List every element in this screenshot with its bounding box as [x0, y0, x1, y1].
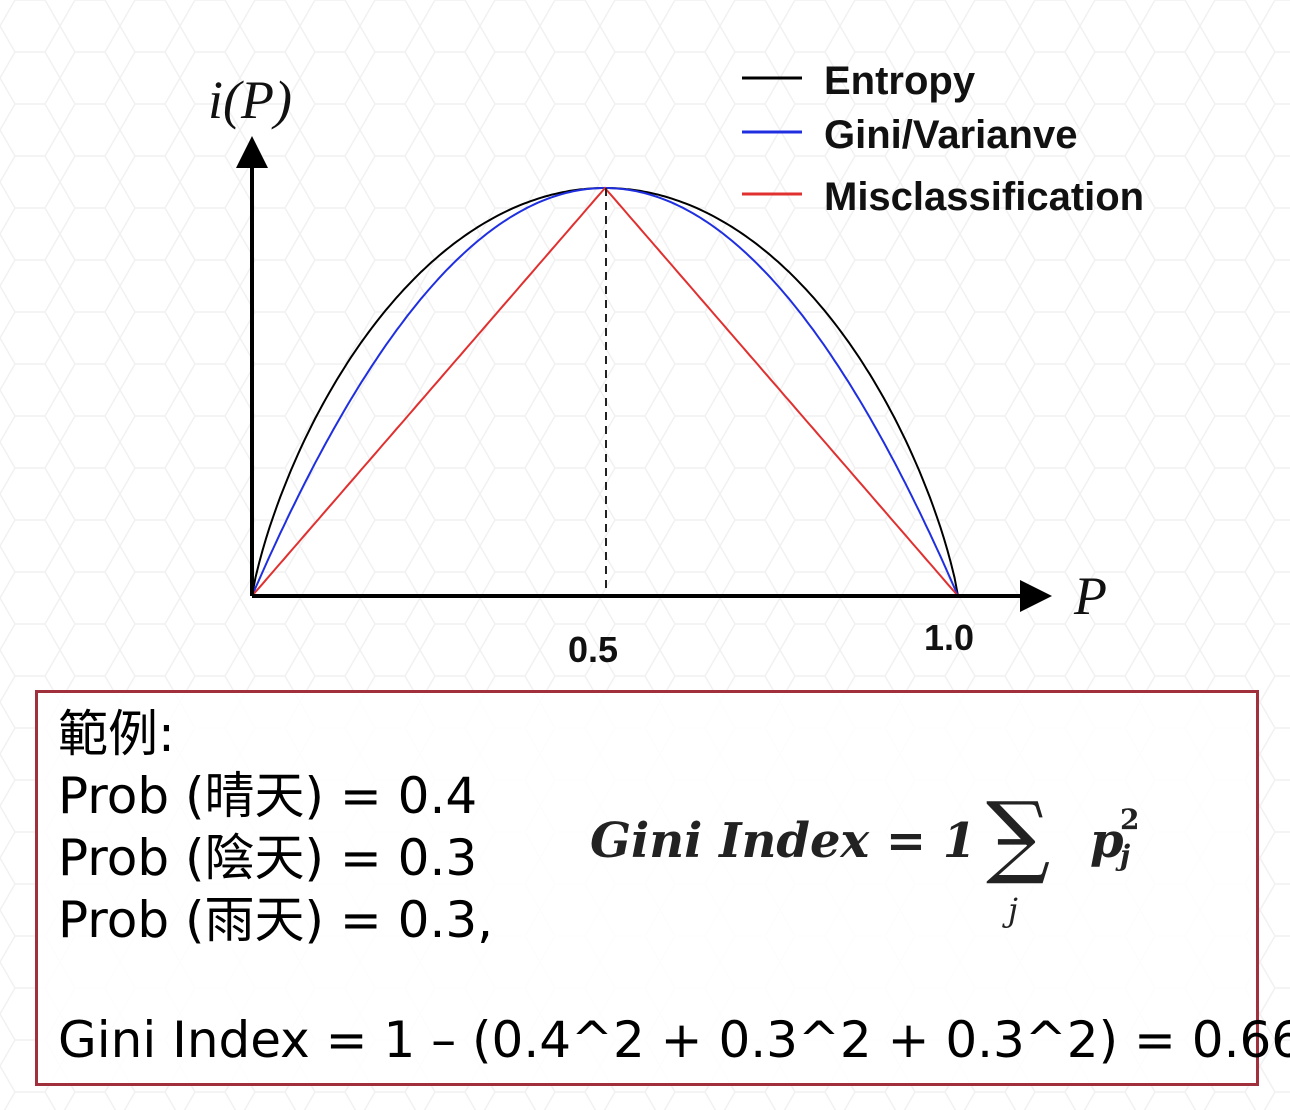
example-line-sunny: Prob (晴天) = 0.4 [58, 767, 478, 825]
gini-result: Gini Index = 1 – (0.4^2 + 0.3^2 + 0.3^2)… [58, 1011, 1290, 1069]
legend-label-gini: Gini/Varianve [824, 113, 1077, 157]
x-tick-label-1: 1.0 [924, 617, 974, 658]
example-heading: 範例: [58, 705, 175, 763]
y-axis-label: i(P) [208, 70, 292, 130]
formula-term-subscript: j [1120, 839, 1131, 872]
example-line-rainy: Prob (雨天) = 0.3, [58, 891, 494, 949]
formula-exponent: 2 [1120, 803, 1140, 836]
summation-index: j [1008, 891, 1018, 929]
example-text-block: 範例: Prob (晴天) = 0.4 Prob (陰天) = 0.3 Prob… [58, 703, 493, 951]
example-line-cloudy: Prob (陰天) = 0.3 [58, 829, 478, 887]
legend: Entropy Gini/Varianve Misclassification [742, 59, 1144, 219]
x-axis-arrow [1020, 580, 1052, 612]
impurity-chart: i(P) P 0.5 1.0 Entropy Gini/Varianve Mis… [208, 59, 1144, 670]
legend-label-misclassification: Misclassification [824, 175, 1144, 219]
formula-term: p [1090, 813, 1124, 869]
example-box: 範例: Prob (晴天) = 0.4 Prob (陰天) = 0.3 Prob… [35, 690, 1290, 1086]
summation-symbol: ∑ [986, 783, 1051, 888]
legend-label-entropy: Entropy [824, 59, 976, 103]
y-axis-arrow [236, 136, 268, 168]
x-axis-label: P [1073, 566, 1107, 626]
gini-formula: Gini Index = 1 − ∑ j p 2 j [590, 783, 1190, 943]
x-tick-label-0: 0.5 [568, 629, 618, 670]
formula-lhs: Gini Index = 1 − [590, 813, 1034, 869]
